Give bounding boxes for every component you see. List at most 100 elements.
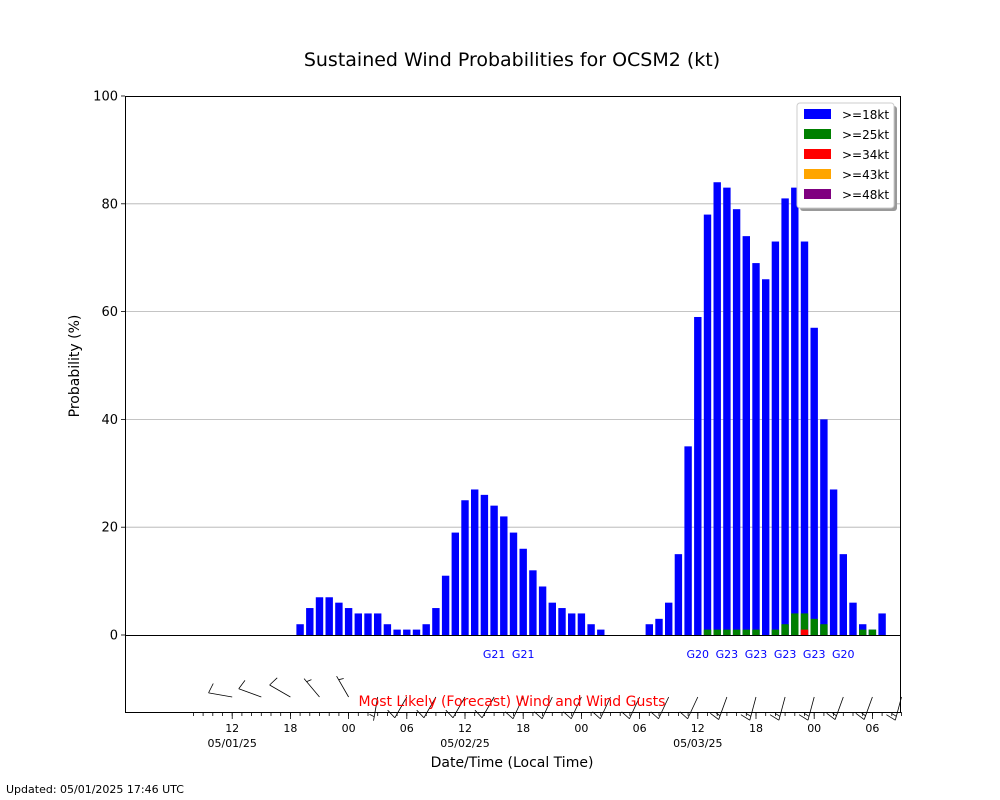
bar-18ktkt <box>480 494 489 635</box>
wind-barb-half-feather <box>715 712 721 717</box>
wind-barb <box>208 683 233 698</box>
wind-barb <box>621 696 640 720</box>
y-tick-label: 80 <box>101 197 118 212</box>
bar-18ktkt <box>461 500 469 635</box>
bar-18ktkt <box>538 586 547 635</box>
bar-18ktkt <box>713 182 721 636</box>
gust-label: G23 <box>745 648 768 661</box>
wind-barb-staff <box>570 696 582 719</box>
x-tick-label: 18 <box>516 722 530 735</box>
bar-25ktkt <box>723 629 731 635</box>
wind-barb-staff <box>658 696 670 719</box>
bar-25ktkt <box>732 629 741 635</box>
wind-barb <box>855 696 873 720</box>
x-tick-label: 00 <box>342 722 356 735</box>
wind-barb <box>650 696 670 720</box>
bar-25ktkt <box>810 618 818 635</box>
wind-barb-staff <box>863 696 873 720</box>
bar-18ktkt <box>393 629 401 635</box>
wind-barb <box>238 680 262 698</box>
y-tick-label: 60 <box>101 305 118 320</box>
legend-label: >=25kt <box>842 128 889 142</box>
bar-25ktkt <box>771 629 780 635</box>
wind-barb-staff <box>208 692 233 698</box>
wind-barb <box>886 696 902 721</box>
bar-18ktkt <box>364 613 372 635</box>
wind-barb-feather <box>798 714 809 721</box>
wind-barb-staff <box>629 696 640 719</box>
bar-18ktkt <box>742 236 750 635</box>
wind-barb <box>679 696 699 720</box>
bar-18ktkt <box>665 602 673 635</box>
wind-barb-staff <box>269 684 291 698</box>
bar-18ktkt <box>403 629 411 635</box>
wind-barb-staff <box>807 696 815 721</box>
gust-labels: G21 G21 G20 G23 G23 G23 G23 G20 <box>483 648 855 661</box>
legend-swatch <box>804 169 831 179</box>
x-tick-label: 12 <box>225 722 239 735</box>
probability-bars <box>296 182 886 636</box>
bar-25ktkt <box>781 624 789 635</box>
bar-18ktkt <box>490 505 498 635</box>
wind-barb <box>798 696 815 721</box>
wind-barb-feather <box>416 709 425 719</box>
gust-label: G21 <box>512 648 535 661</box>
wind-barb-feather <box>769 714 780 721</box>
x-axis-label: Date/Time (Local Time) <box>431 755 594 771</box>
wind-barb-feather <box>504 711 514 720</box>
wind-barb-feather <box>592 711 601 720</box>
wind-barb-staff <box>303 678 320 698</box>
bar-18ktkt <box>587 624 595 635</box>
bar-25ktkt <box>703 629 712 635</box>
bar-18ktkt <box>422 624 430 635</box>
wind-barb-feather <box>886 714 896 721</box>
legend-label: >=18kt <box>842 108 889 122</box>
bar-18ktkt <box>674 554 683 635</box>
wind-barb <box>826 696 844 720</box>
wind-barb-half-feather <box>746 713 752 717</box>
gust-label: G21 <box>483 648 506 661</box>
bar-18ktkt <box>829 489 838 635</box>
bar-18ktkt <box>432 608 440 635</box>
bar-18ktkt <box>451 532 459 635</box>
wind-barb-staff <box>749 696 757 721</box>
wind-barb <box>336 676 349 698</box>
x-tick-label: 06 <box>400 722 414 735</box>
legend-swatch <box>804 149 831 159</box>
wind-barb-feather <box>710 712 719 720</box>
wind-barb-staff <box>778 696 786 721</box>
wind-barb-staff <box>599 696 611 719</box>
bar-18ktkt <box>781 198 789 635</box>
legend-label: >=43kt <box>842 168 889 182</box>
gust-label: G23 <box>803 648 826 661</box>
y-tick-label: 100 <box>93 90 118 105</box>
bar-18ktkt <box>645 624 653 635</box>
bar-18ktkt <box>383 624 392 635</box>
bar-25ktkt <box>820 624 828 635</box>
legend-swatch <box>804 189 831 199</box>
wind-barb-panel-frame <box>125 635 901 713</box>
bar-25ktkt <box>742 629 750 635</box>
x-tick-label: 00 <box>807 722 821 735</box>
bar-18ktkt <box>820 419 828 635</box>
bar-18ktkt <box>800 241 809 635</box>
bar-18ktkt <box>597 629 605 635</box>
bar-34ktkt <box>800 629 809 635</box>
x-tick-date: 05/02/25 <box>440 737 489 750</box>
wind-barb-feather <box>740 714 750 721</box>
bar-18ktkt <box>732 209 741 635</box>
bar-25ktkt <box>752 629 760 635</box>
wind-barb <box>769 696 786 721</box>
bar-18ktkt <box>791 187 799 635</box>
wind-barb-feather <box>269 677 278 686</box>
bar-18ktkt <box>548 602 556 635</box>
bar-18ktkt <box>878 613 886 635</box>
wind-barb <box>303 678 320 698</box>
wind-barb-feather <box>208 683 214 694</box>
wind-barb <box>369 696 379 721</box>
chart-title: Sustained Wind Probabilities for OCSM2 (… <box>304 49 720 71</box>
wind-barb-half-feather <box>369 713 375 718</box>
bar-18ktkt <box>655 618 663 635</box>
wind-barb-half-feather <box>861 712 866 717</box>
bar-18ktkt <box>723 187 731 635</box>
